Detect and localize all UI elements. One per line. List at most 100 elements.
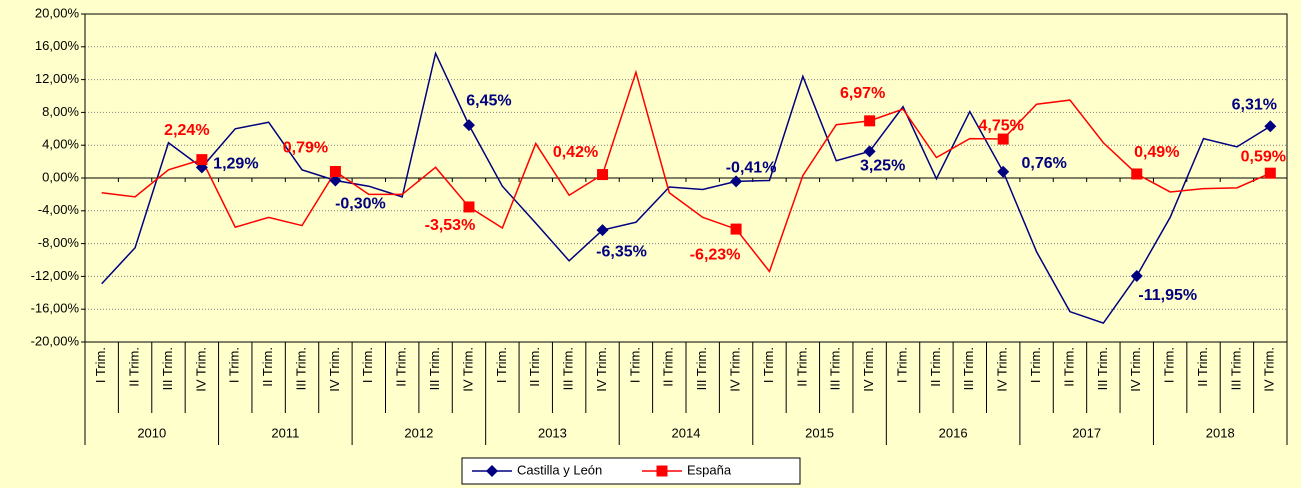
year-label: 2015 — [805, 425, 834, 440]
x-tick-label: IV Trim. — [1128, 347, 1143, 392]
series-line — [101, 51, 1271, 325]
x-tick-label: I Trim. — [761, 347, 776, 383]
x-tick-label: IV Trim. — [193, 347, 208, 392]
x-tick-label: II Trim. — [1195, 347, 1210, 387]
legend-box — [461, 457, 801, 485]
marker — [730, 223, 742, 235]
marker — [863, 145, 876, 158]
x-tick-label: I Trim. — [894, 347, 909, 383]
x-tick-label: I Trim. — [227, 347, 242, 383]
x-tick-label: I Trim. — [1162, 347, 1177, 383]
marker — [656, 465, 668, 477]
x-tick-label: IV Trim. — [594, 347, 609, 392]
x-tick-label: I Trim. — [93, 347, 108, 383]
data-label: -11,95% — [1138, 287, 1197, 304]
x-tick-label: I Trim. — [494, 347, 509, 383]
data-label: 0,79% — [283, 140, 328, 157]
data-label: 6,97% — [840, 85, 885, 102]
x-tick-label: IV Trim. — [460, 347, 475, 392]
marker — [329, 166, 341, 178]
y-tick-label: 4,00% — [42, 137, 79, 152]
y-tick-label: -4,00% — [38, 202, 80, 217]
data-label: 1,29% — [213, 156, 258, 173]
y-tick-label: -16,00% — [31, 301, 80, 316]
x-tick-label: II Trim. — [928, 347, 943, 387]
year-label: 2018 — [1206, 425, 1235, 440]
x-tick-label: III Trim. — [427, 347, 442, 390]
year-label: 2016 — [939, 425, 968, 440]
data-label: 0,76% — [1022, 155, 1067, 172]
data-label: -6,35% — [596, 243, 647, 260]
marker — [329, 174, 342, 187]
data-label: 4,75% — [979, 117, 1024, 134]
x-tick-label: I Trim. — [627, 347, 642, 383]
data-label: -0,30% — [335, 196, 386, 213]
x-tick-label: III Trim. — [293, 347, 308, 390]
x-tick-label: III Trim. — [561, 347, 576, 390]
x-tick-label: III Trim. — [694, 347, 709, 390]
legend: Castilla y León España — [461, 457, 801, 485]
x-tick-label: II Trim. — [794, 347, 809, 387]
y-tick-label: -8,00% — [38, 235, 80, 250]
marker — [997, 165, 1010, 178]
x-tick-label: II Trim. — [527, 347, 542, 387]
x-tick-label: IV Trim. — [861, 347, 876, 392]
x-tick-label: II Trim. — [1061, 347, 1076, 387]
marker — [1264, 120, 1277, 133]
x-tick-label: I Trim. — [1028, 347, 1043, 383]
y-tick-label: 20,00% — [35, 5, 80, 20]
marker — [730, 175, 743, 188]
y-tick-label: -20,00% — [31, 333, 80, 348]
data-label: 0,49% — [1134, 144, 1179, 161]
x-tick-label: III Trim. — [1228, 347, 1243, 390]
x-tick-label: III Trim. — [1095, 347, 1110, 390]
x-tick-label: III Trim. — [828, 347, 843, 390]
marker — [864, 115, 876, 127]
legend-label: España — [687, 462, 732, 477]
year-label: 2012 — [404, 425, 433, 440]
data-label: 6,45% — [466, 92, 511, 109]
series-line — [101, 69, 1271, 274]
data-label: -3,53% — [425, 217, 476, 234]
data-label: -6,23% — [690, 246, 741, 263]
data-label: 0,42% — [553, 144, 598, 161]
y-tick-label: 16,00% — [35, 38, 80, 53]
y-tick-label: 8,00% — [42, 104, 79, 119]
data-label: -0,41% — [726, 160, 777, 177]
year-label: 2013 — [538, 425, 567, 440]
marker — [1131, 168, 1143, 180]
year-label: 2010 — [137, 425, 166, 440]
marker — [596, 224, 609, 237]
year-label: 2014 — [672, 425, 701, 440]
x-tick-label: III Trim. — [160, 347, 175, 390]
x-tick-label: II Trim. — [394, 347, 409, 387]
marker — [997, 133, 1009, 145]
x-tick-label: I Trim. — [360, 347, 375, 383]
x-tick-label: IV Trim. — [327, 347, 342, 392]
marker — [1130, 269, 1143, 282]
marker — [463, 201, 475, 213]
x-tick-label: II Trim. — [661, 347, 676, 387]
y-tick-label: -12,00% — [31, 268, 80, 283]
y-tick-label: 12,00% — [35, 71, 80, 86]
marker — [597, 169, 609, 181]
data-label: 6,31% — [1232, 96, 1277, 113]
x-tick-label: III Trim. — [961, 347, 976, 390]
marker — [1264, 167, 1276, 179]
x-tick-label: IV Trim. — [728, 347, 743, 392]
y-tick-label: 0,00% — [42, 169, 79, 184]
marker — [462, 119, 475, 132]
marker — [486, 465, 498, 477]
marker — [196, 154, 208, 166]
x-tick-label: II Trim. — [260, 347, 275, 387]
data-label: 3,25% — [860, 158, 905, 175]
legend-label: Castilla y León — [517, 462, 602, 477]
x-tick-label: IV Trim. — [1262, 347, 1277, 392]
year-label: 2017 — [1072, 425, 1101, 440]
data-label: 0,59% — [1241, 148, 1286, 165]
x-tick-label: IV Trim. — [995, 347, 1010, 392]
x-tick-label: II Trim. — [127, 347, 142, 387]
data-label: 2,24% — [164, 122, 209, 139]
year-label: 2011 — [271, 425, 299, 440]
